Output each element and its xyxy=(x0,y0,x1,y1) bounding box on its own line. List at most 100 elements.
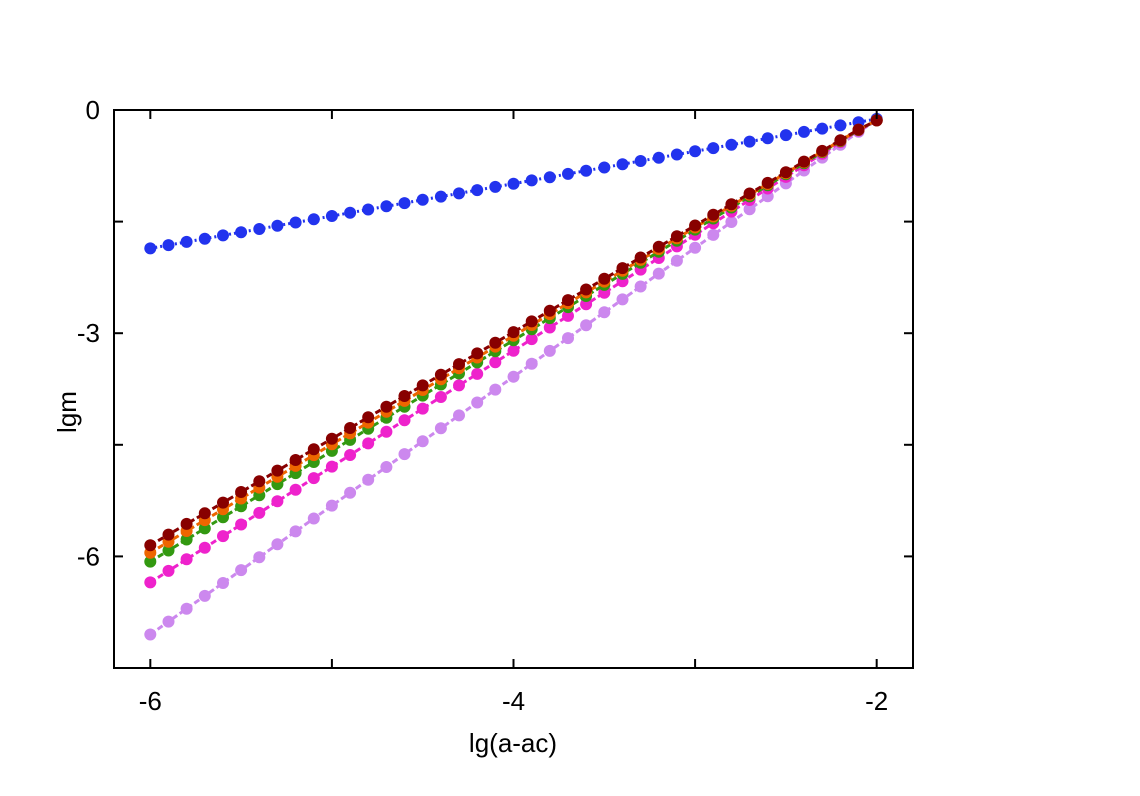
data-point xyxy=(162,528,175,541)
data-point xyxy=(453,409,465,422)
data-point xyxy=(289,483,302,496)
series-5 xyxy=(144,114,883,552)
data-point xyxy=(707,228,720,241)
data-point xyxy=(453,358,465,371)
data-point xyxy=(507,177,520,190)
data-point xyxy=(180,602,193,615)
data-point xyxy=(362,411,375,424)
data-point xyxy=(271,495,284,508)
data-point xyxy=(543,321,556,334)
data-point xyxy=(289,525,302,538)
series-0 xyxy=(144,112,883,255)
data-point xyxy=(325,210,338,222)
data-point xyxy=(325,432,338,445)
data-point xyxy=(471,184,484,197)
data-point xyxy=(416,379,429,392)
data-point xyxy=(217,530,229,543)
data-point xyxy=(471,396,484,409)
data-point xyxy=(416,435,429,448)
data-point xyxy=(325,499,338,512)
data-point xyxy=(779,166,792,179)
data-point xyxy=(816,122,829,135)
data-point xyxy=(634,155,647,167)
data-point xyxy=(235,486,248,498)
data-point xyxy=(180,517,193,530)
data-point xyxy=(562,309,574,322)
series-2 xyxy=(144,114,883,589)
data-point xyxy=(217,577,229,589)
data-point xyxy=(253,223,266,235)
data-point xyxy=(580,319,593,332)
series-layer xyxy=(144,112,883,641)
data-point xyxy=(235,226,248,239)
data-point xyxy=(743,187,756,200)
data-point xyxy=(670,148,683,161)
data-point xyxy=(652,240,665,253)
data-point xyxy=(144,242,157,255)
data-point xyxy=(144,555,157,568)
data-point xyxy=(144,576,157,589)
data-point xyxy=(217,496,229,509)
data-point xyxy=(398,390,411,402)
data-point xyxy=(689,241,702,254)
data-point xyxy=(707,142,720,155)
data-point xyxy=(725,138,738,151)
data-point xyxy=(198,232,211,245)
data-point xyxy=(325,460,338,473)
data-point xyxy=(761,132,774,145)
data-point xyxy=(380,400,393,413)
data-point xyxy=(725,198,738,211)
data-point xyxy=(198,507,211,520)
data-point xyxy=(416,193,429,206)
data-point xyxy=(779,129,792,142)
data-point xyxy=(162,544,175,557)
data-point xyxy=(652,151,665,164)
data-point xyxy=(217,229,229,242)
data-point xyxy=(307,213,320,226)
data-point xyxy=(434,422,447,435)
data-point xyxy=(253,475,266,488)
data-point xyxy=(344,206,357,219)
data-point xyxy=(598,161,611,174)
data-point xyxy=(271,219,284,232)
data-point xyxy=(689,145,702,158)
data-point xyxy=(525,174,538,187)
data-point xyxy=(798,125,810,138)
data-point xyxy=(489,356,502,369)
data-point xyxy=(580,283,593,296)
data-point xyxy=(380,425,393,438)
data-point xyxy=(271,464,284,477)
x-axis-label: lg(a-ac) xyxy=(469,728,557,758)
data-point xyxy=(543,171,556,184)
data-point xyxy=(562,332,574,345)
data-point xyxy=(580,298,593,311)
data-point xyxy=(307,512,320,525)
data-point xyxy=(634,251,647,264)
data-point xyxy=(525,333,538,346)
data-point xyxy=(562,167,574,180)
data-point xyxy=(798,155,810,168)
data-point xyxy=(489,383,502,396)
data-point xyxy=(434,391,447,403)
y-axis-label: lgm xyxy=(52,391,82,433)
data-point xyxy=(834,119,847,132)
data-point xyxy=(344,486,357,499)
data-point xyxy=(725,216,738,228)
y-tick-label: -3 xyxy=(77,318,100,348)
data-point xyxy=(689,219,702,232)
data-point xyxy=(162,239,175,252)
data-point xyxy=(489,180,502,193)
data-point xyxy=(616,293,629,306)
series-line-5 xyxy=(149,119,878,547)
data-point xyxy=(289,454,302,466)
data-point xyxy=(271,538,284,551)
data-point xyxy=(434,368,447,381)
data-point xyxy=(362,437,375,450)
data-point xyxy=(707,208,720,221)
data-point xyxy=(453,187,465,200)
data-point xyxy=(525,357,538,370)
tick-layer: -6 -4 -2 0 -3 -6 xyxy=(77,95,913,716)
data-point xyxy=(380,200,393,213)
data-point xyxy=(198,522,211,535)
